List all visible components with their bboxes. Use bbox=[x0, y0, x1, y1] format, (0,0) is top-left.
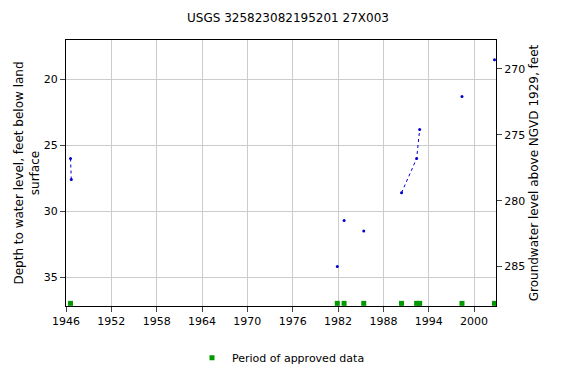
svg-text:1988: 1988 bbox=[369, 315, 397, 328]
svg-text:1964: 1964 bbox=[188, 315, 216, 328]
svg-text:30: 30 bbox=[44, 205, 58, 218]
svg-text:1976: 1976 bbox=[279, 315, 307, 328]
svg-text:1982: 1982 bbox=[324, 315, 352, 328]
svg-text:35: 35 bbox=[44, 271, 58, 284]
svg-text:280: 280 bbox=[504, 195, 525, 208]
svg-text:285: 285 bbox=[504, 260, 525, 273]
svg-text:275: 275 bbox=[504, 129, 525, 142]
svg-text:20: 20 bbox=[44, 73, 58, 86]
svg-text:25: 25 bbox=[44, 139, 58, 152]
svg-text:1946: 1946 bbox=[52, 315, 80, 328]
svg-text:USGS 325823082195201 27X003: USGS 325823082195201 27X003 bbox=[187, 11, 389, 25]
svg-text:Period of approved data: Period of approved data bbox=[232, 352, 364, 365]
svg-text:2000: 2000 bbox=[460, 315, 488, 328]
svg-text:270: 270 bbox=[504, 63, 525, 76]
svg-text:1952: 1952 bbox=[97, 315, 125, 328]
svg-text:Groundwater level above NGVD 1: Groundwater level above NGVD 1929, feet bbox=[527, 44, 541, 301]
svg-text:1958: 1958 bbox=[143, 315, 171, 328]
svg-text:Depth to water level, feet bel: Depth to water level, feet below landsur… bbox=[12, 61, 42, 284]
svg-text:1994: 1994 bbox=[415, 315, 443, 328]
svg-text:1970: 1970 bbox=[233, 315, 261, 328]
